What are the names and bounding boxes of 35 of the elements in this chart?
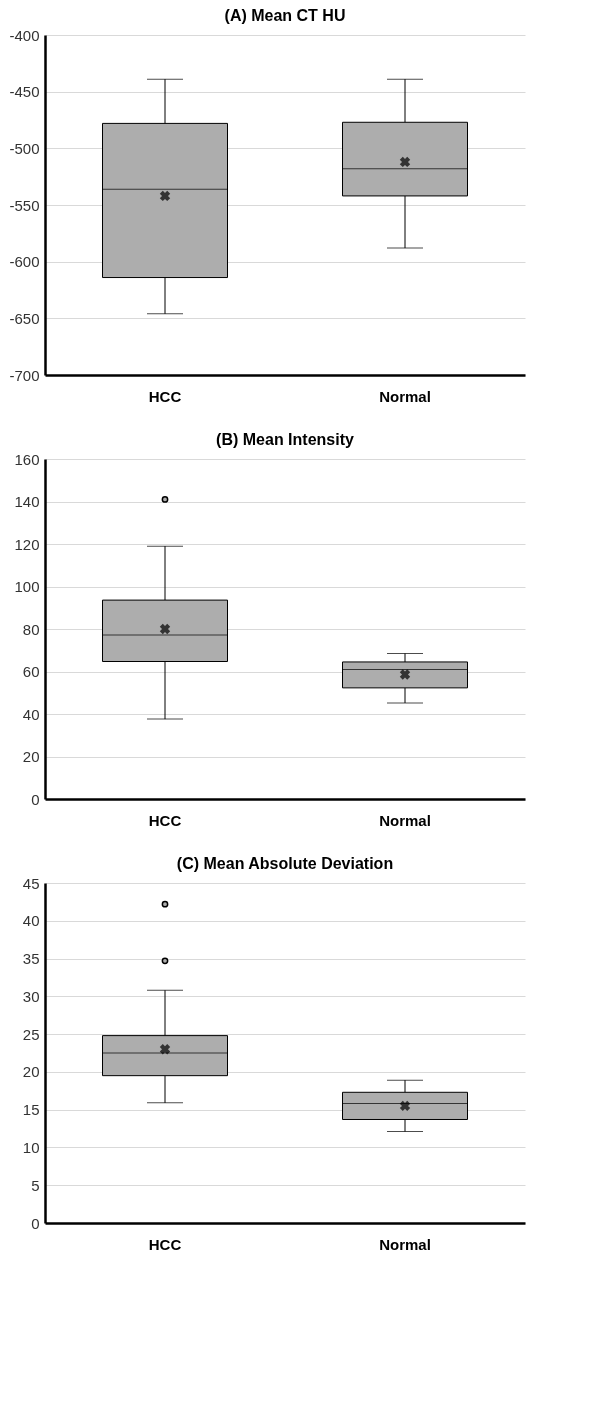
x-tick-label: HCC xyxy=(148,1235,182,1253)
y-tick-label: 20 xyxy=(22,748,40,765)
chart-title: (B) Mean Intensity xyxy=(216,431,354,448)
x-tick-label: HCC xyxy=(148,811,182,829)
y-tick-label: 20 xyxy=(22,1063,40,1081)
y-tick-label: 160 xyxy=(14,450,40,468)
y-tick-label: 25 xyxy=(22,1025,40,1043)
y-tick-label: 5 xyxy=(31,1176,40,1194)
y-tick-label: -650 xyxy=(9,309,40,327)
y-tick-label: 40 xyxy=(22,912,40,930)
y-tick-label: -700 xyxy=(9,366,40,384)
y-tick-label: 80 xyxy=(22,620,40,638)
x-tick-label: HCC xyxy=(148,387,182,405)
x-tick-label: Normal xyxy=(379,811,431,829)
y-tick-label: -600 xyxy=(9,253,40,271)
y-tick-label: 40 xyxy=(22,705,40,723)
y-tick-label: 120 xyxy=(14,535,40,553)
y-tick-label: 45 xyxy=(22,874,40,892)
y-tick-label: -500 xyxy=(9,139,40,157)
y-tick-label: 10 xyxy=(22,1138,40,1156)
chart-title: (C) Mean Absolute Deviation xyxy=(176,855,394,872)
y-tick-label: 0 xyxy=(31,790,40,808)
y-tick-label: 35 xyxy=(22,950,40,968)
y-tick-label: 100 xyxy=(14,578,40,595)
y-tick-label: 0 xyxy=(31,1214,40,1232)
y-tick-label: 15 xyxy=(22,1101,40,1119)
y-tick-label: -550 xyxy=(9,196,40,214)
y-tick-label: 140 xyxy=(14,493,40,510)
y-tick-label: 30 xyxy=(22,987,40,1005)
y-tick-label: -450 xyxy=(9,83,40,101)
x-tick-label: Normal xyxy=(379,1235,431,1253)
chart-title: (A) Mean CT HU xyxy=(224,7,346,24)
x-tick-label: Normal xyxy=(379,387,431,405)
y-tick-label: 60 xyxy=(22,663,40,680)
y-tick-label: -400 xyxy=(9,26,40,44)
